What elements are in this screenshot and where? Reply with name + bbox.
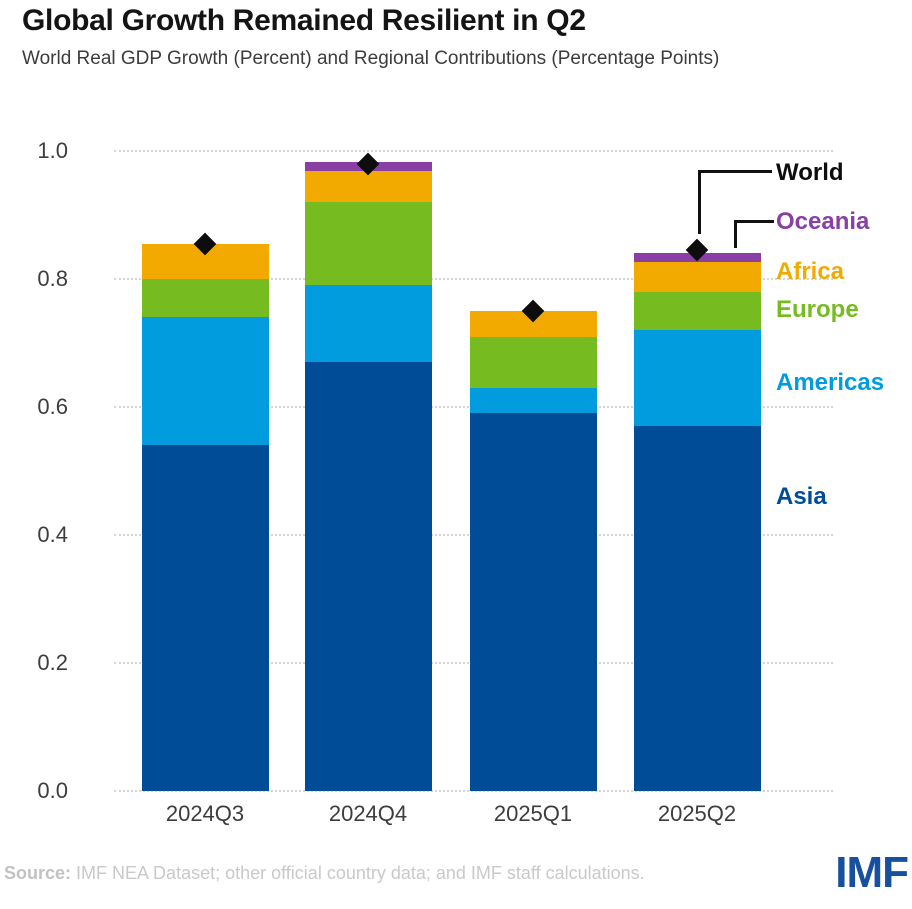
x-axis-tick-label: 2025Q2: [657, 801, 737, 826]
bar-segment-americas-2025Q1: [469, 387, 597, 414]
legend-label-oceania: Oceania: [776, 208, 870, 235]
oceania-connector: [734, 220, 774, 223]
source-label: Source:: [4, 863, 72, 883]
chart-title: Global Growth Remained Resilient in Q2: [22, 4, 586, 37]
bar-segment-asia-2025Q2: [633, 426, 761, 791]
bar-segment-europe-2024Q4: [304, 202, 432, 286]
y-axis-tick-label: 0.0: [37, 778, 68, 803]
bar-segment-americas-2025Q2: [633, 330, 761, 427]
source-note: Source: IMF NEA Dataset; other official …: [4, 863, 645, 884]
world-connector: [698, 170, 772, 173]
source-text: IMF NEA Dataset; other official country …: [76, 863, 645, 883]
gridline: [114, 278, 833, 280]
imf-logo: IMF: [835, 848, 909, 897]
legend-label-africa: Africa: [776, 258, 845, 285]
bar-segment-asia-2025Q1: [469, 413, 597, 791]
chart-subtitle: World Real GDP Growth (Percent) and Regi…: [22, 48, 720, 69]
y-axis-tick-label: 0.6: [37, 394, 68, 419]
legend-label-world: World: [776, 159, 844, 186]
gridline: [114, 790, 833, 792]
y-axis-tick-label: 0.8: [37, 266, 68, 291]
x-axis-tick-label: 2024Q3: [165, 801, 245, 826]
bar-segment-africa-2025Q2: [633, 261, 761, 292]
y-axis-tick-label: 0.2: [37, 650, 68, 675]
plot-area: 0.0 0.2 0.4 0.6 0.8 1.0 2024Q3 2024Q4 2025Q1 2025…: [37, 138, 885, 826]
x-axis-tick-label: 2024Q4: [328, 801, 408, 826]
legend-label-americas: Americas: [776, 369, 885, 396]
bar-segment-americas-2024Q3: [141, 317, 269, 446]
legend-label-asia: Asia: [776, 483, 827, 510]
x-axis-tick-label: 2025Q1: [493, 801, 573, 826]
oceania-connector: [734, 220, 737, 248]
y-axis-tick-label: 0.4: [37, 522, 68, 547]
bar-segment-americas-2024Q4: [304, 285, 432, 363]
gridline: [114, 150, 833, 152]
bar-segment-asia-2024Q4: [304, 362, 432, 791]
bar-segment-europe-2024Q3: [141, 279, 269, 318]
bar-segment-europe-2025Q2: [633, 291, 761, 331]
bar-segment-asia-2024Q3: [141, 445, 269, 791]
legend-label-europe: Europe: [776, 296, 859, 323]
bar-segment-europe-2025Q1: [469, 336, 597, 388]
bar-segment-africa-2024Q4: [304, 171, 432, 203]
world-connector: [698, 170, 701, 234]
y-axis-tick-label: 1.0: [37, 138, 68, 163]
